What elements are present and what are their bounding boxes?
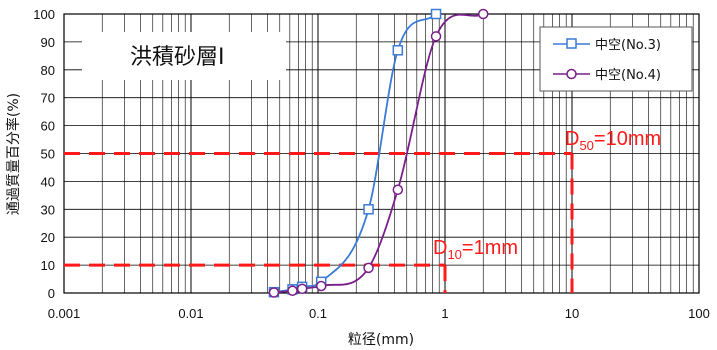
y-tick-label: 40 <box>41 174 55 189</box>
y-tick-label: 90 <box>41 35 55 50</box>
data-point <box>430 8 442 20</box>
x-tick-label: 100 <box>688 306 710 321</box>
data-point <box>363 204 374 215</box>
legend-box <box>539 26 693 92</box>
legend-label-2: 中空(No.4) <box>595 68 661 83</box>
legend-marker-1 <box>566 38 577 49</box>
x-tick-label: 10 <box>565 306 579 321</box>
y-tick-label: 100 <box>33 7 55 22</box>
title-box <box>82 32 286 80</box>
data-point <box>392 45 404 56</box>
reference-lines: D10=1mm D50=10mm <box>64 128 661 293</box>
data-point <box>477 8 489 20</box>
y-tick-labels: 0 10 20 30 40 50 60 70 80 90 100 <box>33 7 55 301</box>
data-point <box>392 184 404 196</box>
x-tick-labels: 0.001 0.01 0.1 1 10 100 <box>48 306 710 321</box>
legend: 中空(No.3) 中空(No.4) <box>539 26 693 92</box>
x-tick-label: 0.001 <box>48 306 81 321</box>
y-tick-label: 0 <box>48 286 55 301</box>
x-tick-label: 0.1 <box>309 306 327 321</box>
data-point <box>296 283 308 295</box>
y-tick-label: 10 <box>41 258 55 273</box>
y-axis-label: 通過質量百分率(%) <box>5 93 22 215</box>
data-point <box>315 280 327 292</box>
legend-marker-2 <box>566 68 577 80</box>
title-box-text: 洪積砂層Ⅰ <box>130 45 225 70</box>
data-point <box>268 287 280 298</box>
y-tick-label: 30 <box>41 202 55 217</box>
data-point <box>363 262 374 274</box>
reference-label: D50=10mm <box>565 128 661 153</box>
reference-label: D10=1mm <box>433 237 518 262</box>
x-axis-label: 粒径(mm) <box>348 332 414 348</box>
x-tick-label: 1 <box>441 306 448 321</box>
y-tick-label: 20 <box>41 230 55 245</box>
y-tick-label: 80 <box>41 63 55 78</box>
y-tick-label: 60 <box>41 119 55 134</box>
legend-label-1: 中空(No.3) <box>595 38 661 53</box>
data-point <box>287 285 298 297</box>
y-tick-label: 70 <box>41 91 55 106</box>
data-point <box>430 31 442 42</box>
x-tick-label: 0.01 <box>178 306 203 321</box>
y-tick-label: 50 <box>41 147 55 162</box>
data-series <box>268 8 489 298</box>
